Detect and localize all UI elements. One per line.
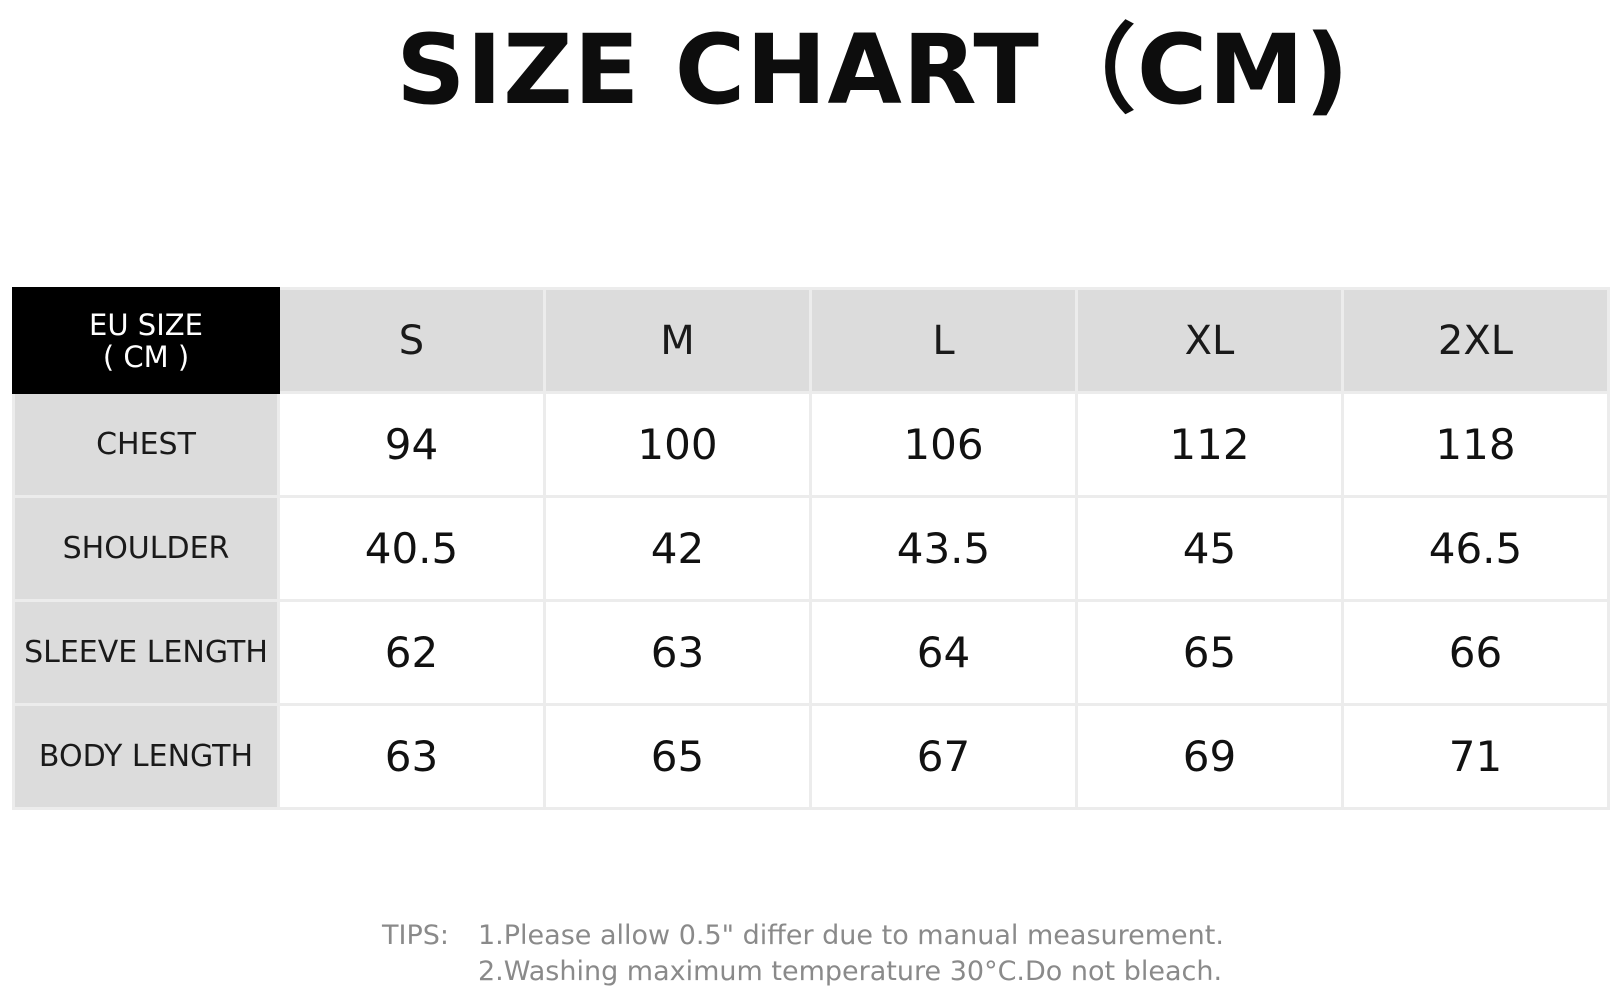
table-cell: 94 xyxy=(277,391,546,498)
tip-line-1: 1.Please allow 0.5" differ due to manual… xyxy=(478,920,1224,951)
eu-size-label: EU SIZE xyxy=(89,307,203,342)
row-label-sleeve-length: SLEEVE LENGTH xyxy=(12,599,280,706)
eu-size-unit: ( CM ) xyxy=(102,339,190,374)
table-row: SHOULDER 40.5 42 43.5 45 46.5 xyxy=(12,495,1610,602)
table-cell: 46.5 xyxy=(1341,495,1610,602)
table-row: BODY LENGTH 63 65 67 69 71 xyxy=(12,703,1610,810)
table-cell: 65 xyxy=(543,703,812,810)
table-row: CHEST 94 100 106 112 118 xyxy=(12,391,1610,498)
table-cell: 62 xyxy=(277,599,546,706)
table-cell: 106 xyxy=(809,391,1078,498)
table-cell: 112 xyxy=(1075,391,1344,498)
size-header-m: M xyxy=(543,287,812,394)
row-label-shoulder: SHOULDER xyxy=(12,495,280,602)
table-cell: 100 xyxy=(543,391,812,498)
tips-label: TIPS: xyxy=(382,920,449,951)
table-header-row: EU SIZE ( CM ) S M L XL 2XL xyxy=(12,287,1610,394)
size-header-xl: XL xyxy=(1075,287,1344,394)
table-cell: 118 xyxy=(1341,391,1610,498)
table-cell: 40.5 xyxy=(277,495,546,602)
table-row: SLEEVE LENGTH 62 63 64 65 66 xyxy=(12,599,1610,706)
table-cell: 66 xyxy=(1341,599,1610,706)
row-label-body-length: BODY LENGTH xyxy=(12,703,280,810)
size-header-2xl: 2XL xyxy=(1341,287,1610,394)
table-cell: 45 xyxy=(1075,495,1344,602)
size-header-l: L xyxy=(809,287,1078,394)
size-chart-table: EU SIZE ( CM ) S M L XL 2XL CHEST 94 100… xyxy=(12,287,1610,810)
size-header-s: S xyxy=(277,287,546,394)
row-label-chest: CHEST xyxy=(12,391,280,498)
eu-size-header: EU SIZE ( CM ) xyxy=(12,287,280,394)
table-cell: 71 xyxy=(1341,703,1610,810)
tips-section: TIPS: 1.Please allow 0.5" differ due to … xyxy=(382,918,1224,990)
table-cell: 63 xyxy=(543,599,812,706)
table-cell: 63 xyxy=(277,703,546,810)
table-cell: 43.5 xyxy=(809,495,1078,602)
table-cell: 42 xyxy=(543,495,812,602)
tip-line-2: 2.Washing maximum temperature 30°C.Do no… xyxy=(478,956,1223,987)
table-cell: 67 xyxy=(809,703,1078,810)
table-cell: 64 xyxy=(809,599,1078,706)
page-title: SIZE CHART（CM) xyxy=(396,14,1350,126)
table-cell: 65 xyxy=(1075,599,1344,706)
table-cell: 69 xyxy=(1075,703,1344,810)
